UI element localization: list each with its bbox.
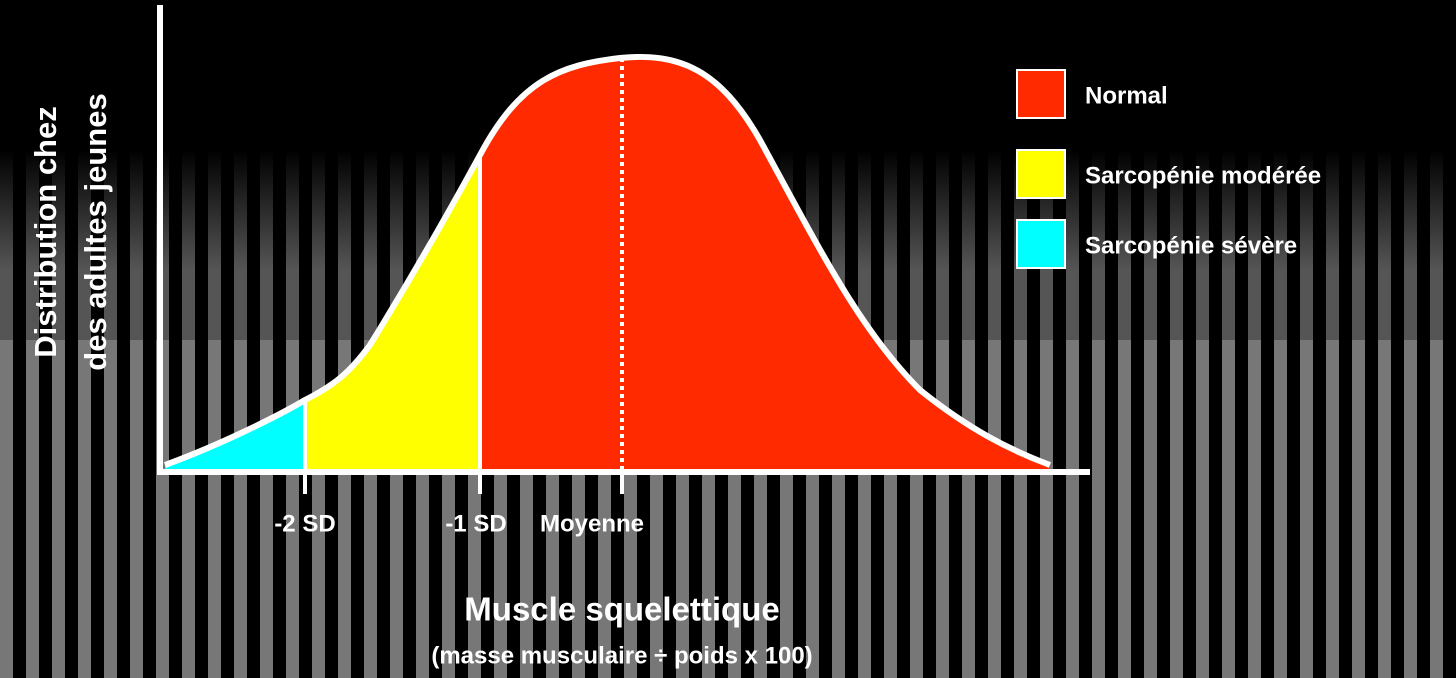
distribution-curve <box>163 53 1052 468</box>
legend-label: Sarcopénie modérée <box>1085 162 1321 189</box>
legend-label: Sarcopénie sévère <box>1085 232 1297 259</box>
x-axis-subtitle: (masse musculaire ÷ poids x 100) <box>431 642 812 669</box>
tick-label: -1 SD <box>445 510 506 537</box>
x-axis-title: Muscle squelettique <box>464 591 779 628</box>
legend-swatch <box>1016 149 1066 199</box>
legend: Normal Sarcopénie modérée Sarcopénie sévèr… <box>1016 69 1321 269</box>
legend-swatch <box>1016 69 1066 119</box>
y-axis-label: des adultes jeunes <box>78 93 113 370</box>
tick-label: -2 SD <box>274 510 335 537</box>
ticks: -2 SD -1 SD Moyenne <box>274 472 644 537</box>
legend-label: Normal <box>1085 82 1168 109</box>
tick-label: Moyenne <box>540 510 644 537</box>
y-axis-label: Distribution chez <box>28 106 63 357</box>
legend-swatch <box>1016 219 1066 269</box>
curve-area <box>480 56 1050 472</box>
